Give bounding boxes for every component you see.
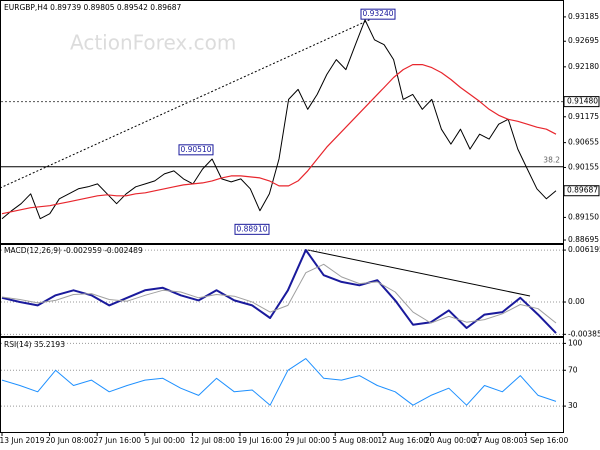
- level-box: [563, 185, 600, 197]
- x-tick-label: 20 Jun 08:00: [46, 436, 94, 445]
- y-tick-label: 70: [568, 365, 578, 374]
- x-tick-label: 5 Aug 08:00: [332, 436, 378, 445]
- fib-label: 38.2: [543, 156, 560, 165]
- y-tick-label: 100: [568, 338, 583, 347]
- x-tick-label: 19 Jul 16:00: [238, 436, 283, 445]
- annotation-box: [234, 223, 270, 235]
- x-tick-label: 29 Jul 00:00: [285, 436, 330, 445]
- y-tick-label: 0.00: [568, 297, 585, 306]
- y-tick-label: 0.93185: [568, 12, 599, 21]
- macd-panel: [0, 244, 564, 337]
- annotation-box: [178, 144, 214, 156]
- y-tick-label: 30: [568, 401, 578, 410]
- y-tick-label: 0.90155: [568, 162, 599, 171]
- rsi-panel: [0, 337, 564, 433]
- x-tick-label: 27 Jun 16:00: [93, 436, 141, 445]
- y-tick-label: 0.88695: [568, 235, 599, 244]
- series-line: [1, 19, 557, 220]
- annotation-label: 0.88910: [236, 224, 267, 233]
- x-tick-label: 12 Aug 16:00: [378, 436, 429, 445]
- y-tick-label: 0.91175: [568, 112, 599, 121]
- price-panel: [0, 0, 564, 244]
- series-line: [1, 263, 557, 324]
- rsi-title: RSI(14) 35.2193: [4, 340, 65, 349]
- y-tick-label: 0.006195: [568, 245, 600, 254]
- level-label: 0.91480: [567, 97, 598, 106]
- x-tick-label: 3 Sep 16:00: [523, 436, 569, 445]
- x-tick-label: 12 Jul 08:00: [190, 436, 235, 445]
- watermark: ActionForex.com: [70, 31, 236, 55]
- x-tick-label: 20 Aug 00:00: [425, 436, 476, 445]
- macd-trend-line: [307, 249, 531, 297]
- level-label: 0.89687: [567, 186, 598, 195]
- price-title: EURGBP,H4 0.89739 0.89805 0.89542 0.8968…: [4, 3, 182, 12]
- x-tick-label: 5 Jul 00:00: [145, 436, 185, 445]
- x-tick-label: 13 Jun 2019: [0, 436, 45, 445]
- y-tick-label: 0.90655: [568, 138, 599, 147]
- series-line: [1, 63, 557, 215]
- y-tick-label: 0.92695: [568, 36, 599, 45]
- series-line: [1, 358, 557, 406]
- annotation-label: 0.90510: [180, 145, 211, 154]
- x-tick-label: 27 Aug 08:00: [473, 436, 524, 445]
- series-line: [1, 249, 557, 334]
- level-box: [563, 96, 600, 108]
- annotation-box: [360, 8, 396, 20]
- y-tick-label: 0.89150: [568, 212, 599, 221]
- y-tick-label: 0.92180: [568, 62, 599, 71]
- annotation-label: 0.93240: [362, 9, 393, 18]
